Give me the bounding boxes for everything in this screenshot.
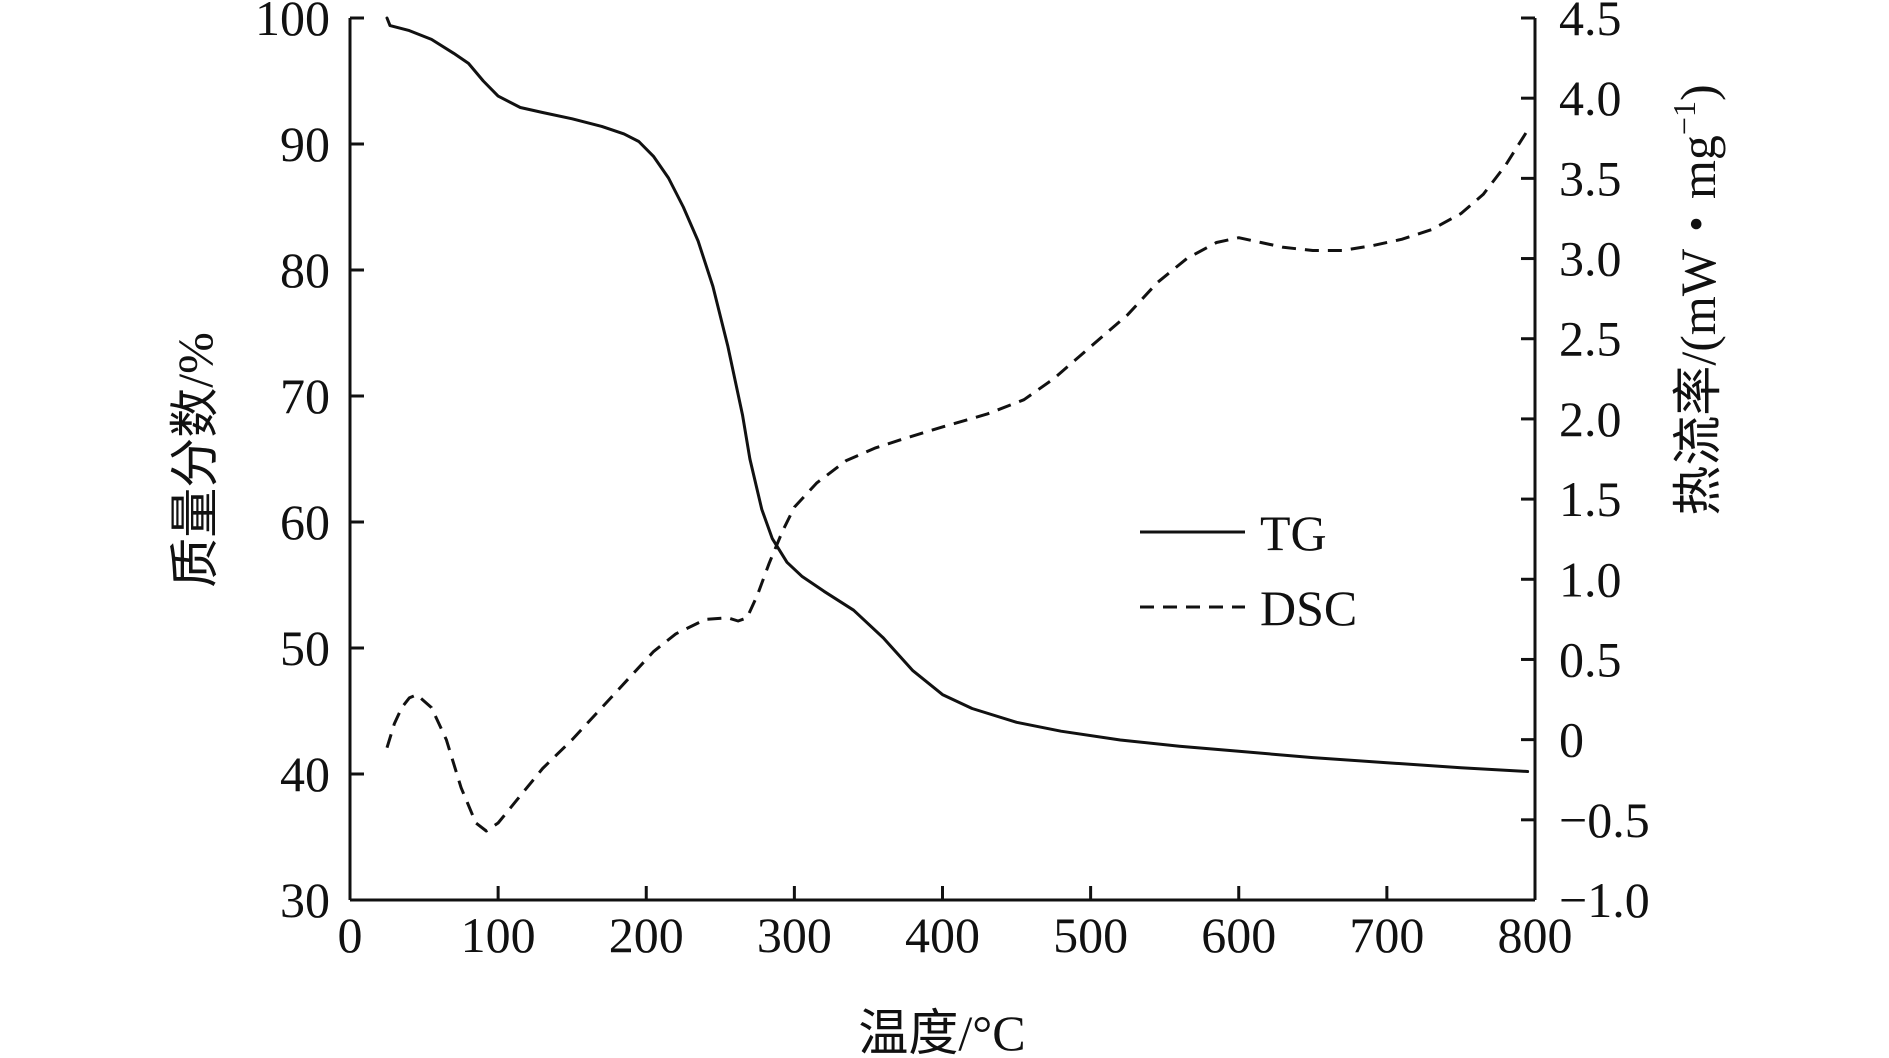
- y-right-axis-title-sup: −1: [1666, 101, 1702, 135]
- legend-label-tg: TG: [1260, 505, 1327, 561]
- y-right-tick-label: 2.0: [1559, 391, 1622, 447]
- x-axis-title: 温度/°C: [858, 1005, 1025, 1058]
- x-tick-label: 700: [1349, 907, 1424, 963]
- y-left-tick-label: 70: [280, 368, 330, 424]
- y-right-tick-label: −0.5: [1559, 792, 1650, 848]
- series-line-tg: [385, 16, 1530, 773]
- y-left-tick-label: 40: [280, 746, 330, 802]
- legend-label-dsc: DSC: [1260, 580, 1357, 636]
- x-tick-label: 0: [338, 907, 363, 963]
- y-left-axis-title: 质量分数/%: [167, 332, 223, 588]
- y-left-tick-label: 50: [280, 620, 330, 676]
- series-layer: [385, 16, 1530, 833]
- ticks-layer: 0 100 200 300 400 500 600 700 800 30 40 50 60 70 80 90 1…: [255, 0, 1650, 963]
- x-tick-label: 200: [609, 907, 684, 963]
- x-tick-label: 300: [757, 907, 832, 963]
- y-right-tick-label: 4.0: [1559, 70, 1622, 126]
- x-tick-label: 800: [1498, 907, 1573, 963]
- y-right-tick-label: 1.0: [1559, 551, 1622, 607]
- y-left-tick-label: 60: [280, 494, 330, 550]
- y-left-tick-label: 30: [280, 872, 330, 928]
- series-line-dsc: [385, 129, 1529, 833]
- y-left-tick-label: 80: [280, 242, 330, 298]
- y-right-tick-label: −1.0: [1559, 872, 1650, 928]
- y-right-tick-label: 1.5: [1559, 471, 1622, 527]
- y-right-axis-title: 热流率/(mW・mg−1): [1666, 84, 1726, 515]
- y-right-tick-label: 3.0: [1559, 231, 1622, 287]
- x-tick-label: 400: [905, 907, 980, 963]
- x-tick-label: 600: [1201, 907, 1276, 963]
- y-right-axis-title-main: 热流率/(mW・mg: [1670, 135, 1726, 516]
- y-right-tick-label: 4.5: [1559, 0, 1622, 46]
- y-right-tick-label: 2.5: [1559, 311, 1622, 367]
- y-right-tick-label: 3.5: [1559, 150, 1622, 206]
- y-left-tick-label: 90: [280, 116, 330, 172]
- y-right-axis-title-close: ): [1670, 84, 1726, 101]
- y-right-tick-label: 0: [1559, 712, 1584, 768]
- y-left-tick-label: 100: [255, 0, 330, 46]
- legend: TG DSC: [1140, 505, 1357, 636]
- axes-layer: [348, 18, 1537, 902]
- x-tick-label: 100: [461, 907, 536, 963]
- x-tick-label: 500: [1053, 907, 1128, 963]
- y-right-tick-label: 0.5: [1559, 631, 1622, 687]
